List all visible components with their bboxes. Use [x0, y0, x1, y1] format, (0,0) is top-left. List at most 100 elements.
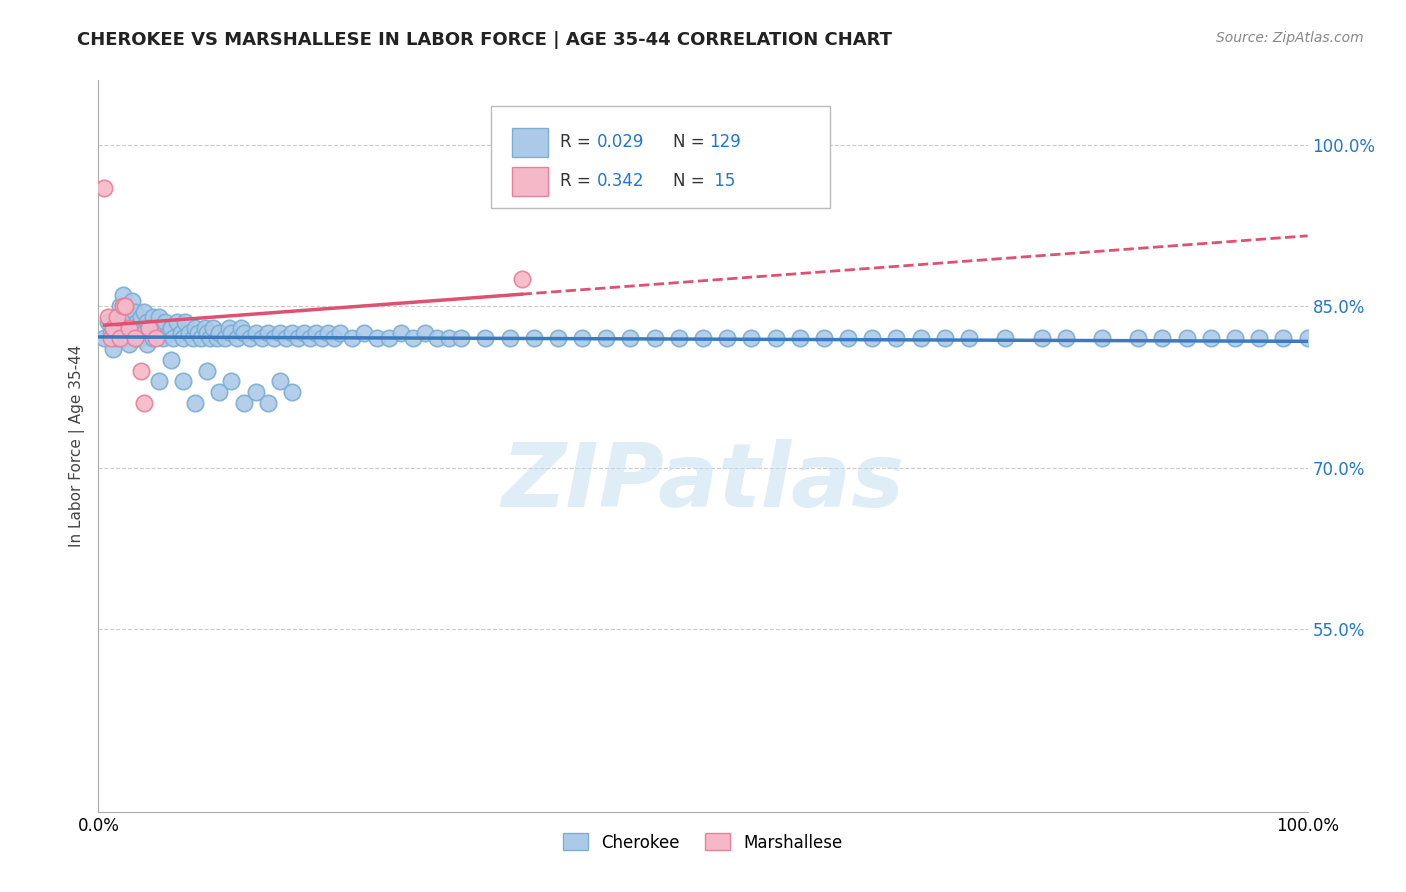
Text: 0.342: 0.342	[596, 172, 644, 190]
Point	[239, 331, 262, 345]
Point	[93, 331, 115, 345]
Point	[287, 331, 309, 345]
Text: Source: ZipAtlas.com: Source: ZipAtlas.com	[1216, 31, 1364, 45]
Point	[510, 272, 533, 286]
Point	[1223, 331, 1246, 345]
Point	[305, 326, 328, 340]
Point	[208, 385, 231, 400]
Point	[292, 326, 315, 340]
Point	[316, 326, 339, 340]
Point	[232, 326, 254, 340]
Point	[202, 320, 225, 334]
Text: N =: N =	[672, 134, 710, 152]
Point	[353, 326, 375, 340]
Point	[134, 304, 156, 318]
Point	[172, 375, 194, 389]
Point	[256, 396, 278, 410]
Point	[226, 331, 249, 345]
Point	[221, 326, 243, 340]
Point	[129, 331, 152, 345]
Point	[263, 331, 285, 345]
Point	[108, 331, 131, 345]
Point	[148, 326, 170, 340]
Point	[174, 315, 197, 329]
Point	[245, 385, 267, 400]
Point	[413, 326, 436, 340]
Point	[114, 331, 136, 345]
Point	[114, 304, 136, 318]
Point	[1128, 331, 1150, 345]
Point	[402, 331, 425, 345]
FancyBboxPatch shape	[492, 106, 830, 209]
Point	[269, 375, 291, 389]
Point	[1199, 331, 1222, 345]
Point	[474, 331, 496, 345]
Point	[187, 326, 209, 340]
Point	[169, 326, 191, 340]
Point	[994, 331, 1017, 345]
Point	[910, 331, 932, 345]
Point	[1249, 331, 1271, 345]
Point	[740, 331, 762, 345]
Point	[101, 342, 124, 356]
Point	[692, 331, 714, 345]
Point	[111, 299, 134, 313]
Point	[97, 310, 120, 324]
Point	[134, 326, 156, 340]
Point	[229, 320, 252, 334]
Point	[135, 336, 157, 351]
Point	[114, 299, 136, 313]
Point	[160, 353, 183, 368]
Point	[789, 331, 811, 345]
Point	[160, 320, 183, 334]
Point	[194, 320, 217, 334]
Point	[127, 315, 149, 329]
Text: 129: 129	[709, 134, 741, 152]
Point	[100, 326, 122, 340]
Point	[1054, 331, 1077, 345]
Text: 15: 15	[709, 172, 735, 190]
Point	[256, 326, 278, 340]
Text: N =: N =	[672, 172, 710, 190]
Point	[281, 326, 304, 340]
Point	[342, 331, 364, 345]
Point	[124, 331, 146, 345]
Point	[93, 181, 115, 195]
Point	[135, 315, 157, 329]
Point	[105, 310, 128, 324]
Point	[184, 320, 207, 334]
Point	[142, 310, 165, 324]
Point	[145, 320, 167, 334]
Point	[153, 315, 176, 329]
Point	[498, 331, 520, 345]
Point	[644, 331, 666, 345]
Point	[1091, 331, 1114, 345]
Point	[813, 331, 835, 345]
Point	[426, 331, 449, 345]
Point	[152, 331, 174, 345]
Point	[142, 331, 165, 345]
Y-axis label: In Labor Force | Age 35-44: In Labor Force | Age 35-44	[69, 345, 84, 547]
Point	[138, 320, 160, 334]
Point	[389, 326, 412, 340]
Point	[111, 310, 134, 324]
Point	[105, 331, 128, 345]
Point	[619, 331, 641, 345]
Point	[1031, 331, 1053, 345]
Point	[377, 331, 399, 345]
Point	[245, 326, 267, 340]
Point	[124, 304, 146, 318]
Point	[101, 320, 124, 334]
Point	[198, 331, 221, 345]
Point	[269, 326, 291, 340]
Point	[108, 320, 131, 334]
Point	[105, 310, 128, 324]
Point	[450, 331, 472, 345]
Text: R =: R =	[561, 134, 596, 152]
Point	[166, 315, 188, 329]
Point	[195, 326, 218, 340]
Point	[121, 293, 143, 308]
Point	[145, 331, 167, 345]
Point	[1152, 331, 1174, 345]
Point	[1296, 331, 1319, 345]
